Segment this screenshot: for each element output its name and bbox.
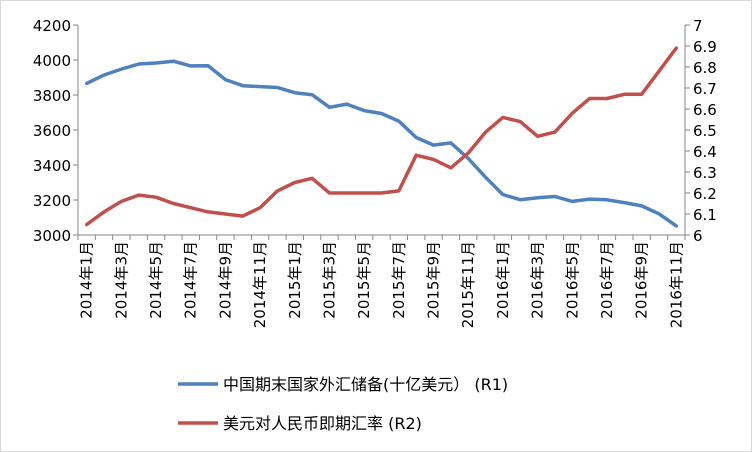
left-y-tick-label: 3000	[33, 227, 71, 245]
x-tick-label: 2016年11月	[667, 241, 685, 328]
right-y-tick-label: 6.9	[693, 38, 717, 56]
right-y-tick-label: 6.4	[693, 143, 717, 161]
legend: 中国期末国家外汇储备(十亿美元） (R1) 美元对人民币即期汇率 (R2)	[178, 375, 508, 433]
x-tick-label: 2014年3月	[112, 241, 130, 319]
right-y-tick-label: 6.2	[693, 185, 717, 203]
right-y-tick-label: 6.8	[693, 59, 717, 77]
left-y-tick-label: 3800	[33, 87, 71, 105]
left-y-axis-ticks: 3000 3200 3400 3600 3800 4000 4200	[33, 17, 78, 245]
x-tick-label: 2016年7月	[598, 241, 616, 319]
right-y-tick-label: 6	[693, 227, 703, 245]
x-tick-label: 2016年5月	[563, 241, 581, 319]
right-y-axis-ticks: 6 6.1 6.2 6.3 6.4 6.5 6.6 6.7 6.8 6.9 7	[685, 17, 717, 245]
right-y-tick-label: 7	[693, 17, 703, 35]
series-layer	[84, 46, 679, 228]
x-tick-label: 2014年7月	[182, 241, 200, 319]
x-tick-label: 2015年11月	[459, 241, 477, 328]
left-y-tick-label: 4000	[33, 52, 71, 70]
x-tick-label: 2015年7月	[390, 241, 408, 319]
right-y-tick-label: 6.1	[693, 206, 717, 224]
x-tick-label: 2014年5月	[147, 241, 165, 319]
x-tick-label: 2016年9月	[633, 241, 651, 319]
x-tick-label: 2015年1月	[286, 241, 304, 319]
x-tick-label: 2015年9月	[425, 241, 443, 319]
usd-cny-rate-line	[84, 46, 679, 227]
x-tick-label: 2015年3月	[320, 241, 338, 319]
right-y-tick-label: 6.5	[693, 122, 717, 140]
x-tick-label: 2014年9月	[216, 241, 234, 319]
x-tick-label: 2014年1月	[78, 241, 96, 319]
legend-label: 中国期末国家外汇储备(十亿美元） (R1)	[223, 375, 508, 394]
left-y-tick-label: 3400	[33, 157, 71, 175]
x-tick-label: 2016年1月	[494, 241, 512, 319]
legend-label: 美元对人民币即期汇率 (R2)	[223, 414, 422, 433]
right-y-tick-label: 6.7	[693, 80, 717, 98]
left-y-tick-label: 3200	[33, 192, 71, 210]
fx-reserves-line	[84, 59, 679, 228]
x-tick-label: 2015年5月	[355, 241, 373, 319]
right-y-tick-label: 6.3	[693, 164, 717, 182]
x-tick-label: 2016年3月	[529, 241, 547, 319]
right-y-tick-label: 6.6	[693, 101, 717, 119]
left-y-tick-label: 3600	[33, 122, 71, 140]
left-y-tick-label: 4200	[33, 17, 71, 35]
x-axis-ticks: 2014年1月 2014年3月 2014年5月 2014年7月 2014年9月 2014年…	[77, 235, 686, 328]
x-tick-label: 2014年11月	[251, 241, 269, 328]
